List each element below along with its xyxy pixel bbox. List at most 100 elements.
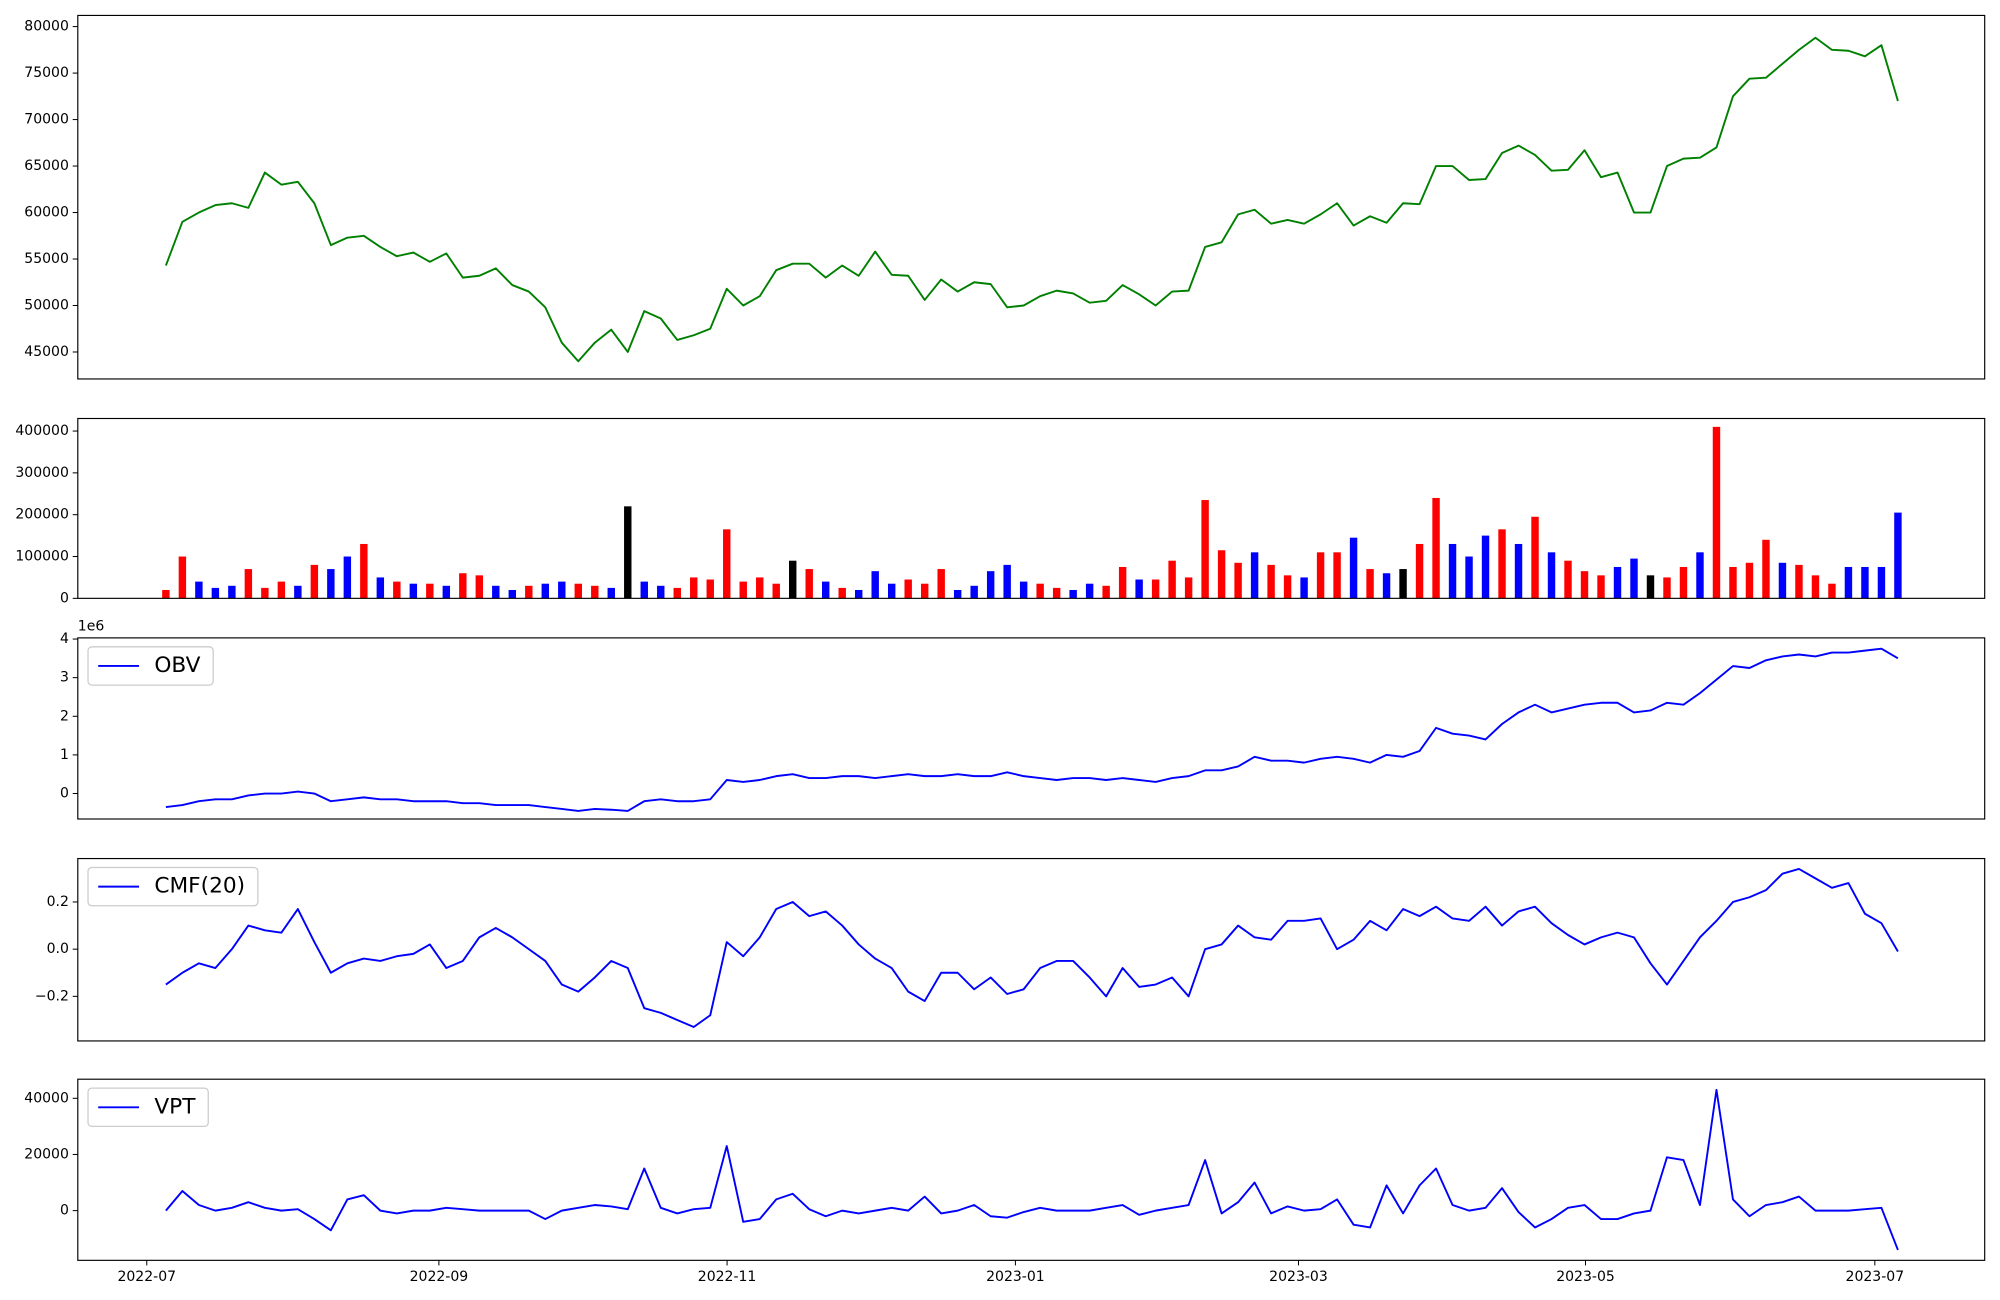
bar [1448,543,1457,599]
bar [838,587,846,599]
bar [1498,529,1506,599]
legend-box [87,1087,209,1128]
bar [1234,562,1242,599]
bar [1580,571,1589,599]
bar [887,583,896,599]
bar [1778,562,1787,599]
plot-frame [77,857,1986,1042]
bar [1613,566,1622,599]
bar [1712,426,1721,599]
bar [1432,497,1440,599]
line [165,647,1899,812]
bar [772,583,780,599]
y-tick-label: 3 [60,670,69,686]
bar [1333,552,1341,599]
y-tick-label: 75000 [24,65,69,81]
legend-label: CMF(20) [154,874,245,899]
bar [723,529,731,599]
bar [1151,579,1160,599]
bar [1877,566,1886,599]
y-tick-label: 0 [60,786,69,802]
bar [1894,512,1902,599]
bar [640,581,648,599]
legend-label: OBV [154,653,200,678]
bar [953,589,962,599]
bar [1762,539,1770,599]
bar [1399,569,1407,599]
line [165,867,1899,1028]
x-tick-label: 2023-01 [986,1269,1045,1285]
y-tick-label: 4 [60,631,69,647]
bar [1085,583,1094,599]
y-tick-label: 1 [60,747,69,763]
bar [871,571,879,599]
bar [1102,585,1110,599]
panel: 0 20000 40000 2022-07 2022-09 2022-11 2023-01 2… [24,1078,1986,1285]
bar [343,556,352,599]
y-tick-label: 0.2 [47,894,69,910]
bar [624,506,632,599]
bar [508,589,517,599]
y-tick-label: 55000 [24,251,69,267]
bar [1795,564,1803,599]
bar [1646,575,1655,599]
y-tick-label: 400000 [15,423,69,439]
bar [244,569,253,599]
bar [1828,583,1836,599]
bar [360,543,368,599]
bar [393,581,401,599]
bar [1036,583,1044,599]
plot-frame [77,637,1986,820]
bar [657,585,665,599]
bar [277,581,286,599]
y-tick-label: 20000 [24,1146,69,1162]
bar [1201,500,1209,599]
bar [1679,566,1688,599]
y-tick-label: 0 [60,590,69,606]
bar [261,587,269,599]
y-tick-label: 0 [60,1203,69,1219]
bar [1003,564,1011,599]
panel: −0.2 0.0 0.2 CMF(20) [35,857,1986,1042]
plot-frame [77,417,1986,599]
bar [541,583,550,599]
y-tick-label: 50000 [24,298,69,314]
bar [1069,589,1077,599]
bar [310,564,319,599]
bar [426,583,434,599]
bar [1811,575,1820,599]
bar [1019,581,1028,599]
bar [789,560,797,599]
y-tick-label: 0.0 [47,941,69,957]
bar [492,585,500,599]
bar [1630,558,1638,599]
bar [1267,564,1275,599]
x-tick-label: 2022-11 [698,1269,757,1285]
bar [574,583,582,599]
legend-box [87,866,259,907]
bar [1415,543,1424,599]
bar [1283,575,1292,599]
bar [970,585,978,599]
plot-frame [77,1078,1986,1261]
bar [459,573,467,599]
bar [1729,566,1737,599]
bar [1597,575,1605,599]
x-tick-label: 2023-03 [1269,1269,1328,1285]
bar [937,569,945,599]
line [165,1088,1899,1251]
bar [920,583,929,599]
bar [904,579,912,599]
y-tick-label: 2 [60,708,69,724]
bar [1168,560,1176,599]
bar [162,589,170,599]
bar [1217,550,1226,599]
y-tick-label: 70000 [24,112,69,128]
panel: 0 1 2 3 4 1e6 OBV [60,618,1986,820]
bar [178,556,187,599]
bar [986,571,995,599]
bar [228,585,236,599]
bar [1250,552,1259,599]
